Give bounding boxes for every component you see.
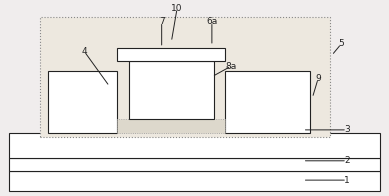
Text: 7: 7 (159, 17, 165, 26)
Bar (117, 119, 225, 133)
Bar (40, 17, 330, 137)
Bar (48, 71, 117, 133)
Text: 4: 4 (82, 47, 87, 56)
Text: 6a: 6a (206, 17, 217, 26)
Text: 9: 9 (315, 74, 321, 83)
Text: 2: 2 (344, 156, 350, 165)
Bar (117, 48, 225, 61)
Text: 5: 5 (338, 39, 344, 48)
Bar (225, 71, 310, 133)
Bar (9, 158, 380, 172)
Bar (9, 133, 380, 158)
Bar (129, 61, 214, 119)
Text: 1: 1 (344, 176, 350, 185)
Text: 10: 10 (172, 4, 183, 13)
Text: 3: 3 (344, 125, 350, 134)
Text: 8a: 8a (226, 62, 237, 71)
Bar (9, 172, 380, 191)
